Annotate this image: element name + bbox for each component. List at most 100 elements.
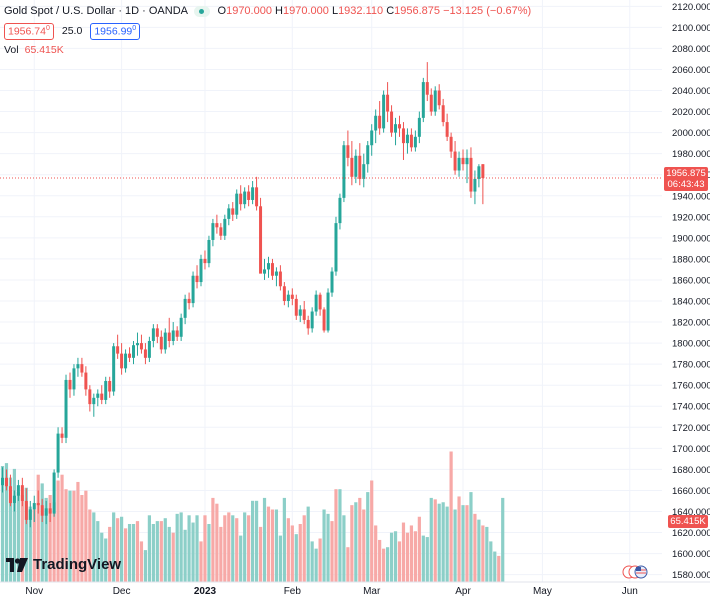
time-tick-label: Mar	[363, 586, 381, 597]
volume-bar	[123, 528, 128, 582]
price-tick-label: 2080.000	[672, 44, 710, 55]
price-tick-label: 1580.000	[672, 570, 710, 581]
us-flag-icon[interactable]	[621, 565, 651, 579]
volume-bar	[382, 548, 386, 582]
candle-body	[8, 486, 12, 504]
volume-bar	[330, 521, 334, 582]
candle-body	[96, 393, 100, 398]
candle-body	[32, 503, 36, 510]
candle-body	[211, 223, 215, 240]
candle-body	[159, 336, 163, 350]
candle-body	[354, 155, 358, 177]
high-label: H	[275, 5, 283, 17]
volume-bar	[497, 555, 501, 582]
volume-bar	[282, 497, 286, 582]
candle-body	[171, 330, 175, 341]
candle-body	[469, 157, 473, 192]
volume-bar	[0, 466, 5, 582]
volume-bar	[108, 526, 112, 582]
volume-bar	[167, 526, 171, 582]
candle-body	[473, 178, 477, 192]
volume-bar	[247, 515, 251, 582]
volume-bar	[4, 463, 9, 582]
price-tick-label: 2120.000	[672, 2, 710, 13]
volume-bar	[393, 531, 398, 582]
volume-bar	[52, 502, 56, 582]
candle-body	[278, 271, 282, 287]
volume-legend[interactable]: Vol 65.415K	[4, 44, 64, 56]
volume-bar	[112, 512, 116, 582]
candle-body	[163, 332, 167, 350]
volume-bar	[143, 550, 148, 582]
symbol-title[interactable]: Gold Spot / U.S. Dollar · 1D · OANDA	[4, 5, 188, 17]
candle-body	[266, 263, 270, 270]
volume-bar	[342, 515, 346, 582]
candle-body	[362, 164, 366, 179]
candle-body	[219, 227, 223, 236]
time-axis[interactable]: Nov Dec 2023 Feb Mar Apr May Jun	[0, 581, 710, 597]
volume-bar	[175, 513, 179, 582]
volume-bar	[32, 509, 36, 582]
sell-button[interactable]: 1956.740	[4, 23, 54, 40]
volume-bar	[385, 547, 390, 582]
volume-bar	[8, 477, 13, 582]
volume-bar	[227, 512, 231, 582]
volume-bar	[219, 526, 223, 582]
volume-bar	[20, 495, 24, 582]
candle-body	[465, 157, 469, 165]
volume-bar	[417, 516, 421, 582]
volume-bar	[346, 547, 350, 582]
time-tick-label: Feb	[284, 586, 302, 597]
candle-body	[112, 346, 116, 392]
volume-bar	[116, 518, 120, 582]
volume-bar	[437, 503, 441, 582]
candle-body	[223, 218, 227, 236]
volume-bar	[298, 524, 302, 582]
volume-bar	[429, 497, 433, 582]
candle-body	[44, 508, 48, 516]
price-axis[interactable]: 2120.000 2100.000 2080.000 2060.000 2040.000…	[662, 0, 710, 600]
volume-bar	[207, 524, 211, 582]
candle-body	[453, 151, 457, 171]
price-tick-label: 1720.000	[672, 423, 710, 434]
tradingview-logo[interactable]: TradingView	[6, 556, 121, 573]
price-tick-label: 1880.000	[672, 254, 710, 265]
volume-bar	[203, 515, 207, 582]
buy-price: 1956.99	[94, 25, 133, 38]
buy-price-sup: 0	[132, 25, 137, 32]
candle-body	[378, 115, 382, 129]
candle-body	[286, 294, 290, 301]
candle-body	[40, 505, 44, 516]
sell-price: 1956.74	[8, 25, 46, 38]
volume-bar	[88, 509, 92, 582]
volume-bar	[290, 525, 294, 582]
candle-body	[326, 292, 330, 331]
candle-body	[350, 157, 354, 177]
candle-body	[449, 136, 453, 152]
volume-bar	[72, 490, 76, 582]
high-value: 1970.000	[282, 5, 329, 17]
candle-body	[104, 380, 108, 400]
volume-bar	[231, 515, 235, 582]
low-label: L	[331, 5, 339, 17]
candle-body	[207, 239, 211, 264]
candle-body	[48, 508, 52, 514]
candle-body	[457, 157, 461, 171]
volume-bar	[413, 531, 417, 582]
candle-body	[56, 433, 60, 473]
candle-body	[24, 500, 28, 520]
volume-bar	[370, 480, 374, 582]
candle-body	[132, 345, 136, 358]
buy-button[interactable]: 1956.990	[90, 23, 141, 40]
price-tick-label: 1700.000	[672, 444, 710, 455]
volume-bar	[501, 497, 505, 582]
spread-value: 25.0	[61, 25, 83, 38]
price-tick-label: 2060.000	[672, 65, 710, 76]
open-value: 1970.000	[226, 5, 272, 17]
volume-bar	[120, 516, 124, 582]
price-tick-label: 2020.000	[672, 107, 710, 118]
candle-body	[120, 353, 124, 369]
volume-bar	[306, 506, 310, 582]
volume-bar	[405, 532, 410, 582]
